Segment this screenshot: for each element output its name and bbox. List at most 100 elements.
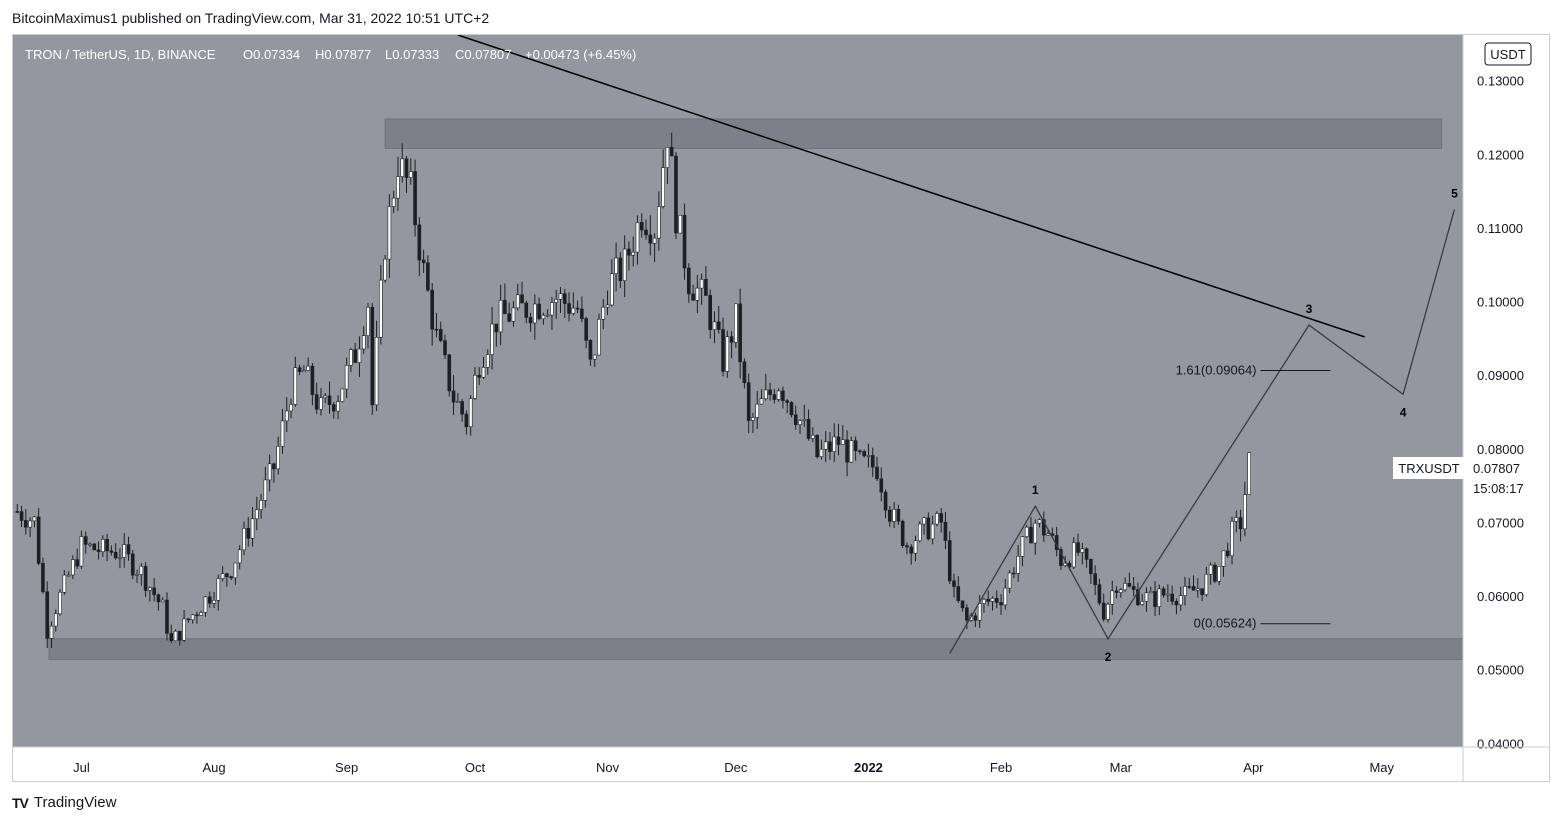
- candle: [511, 301, 516, 327]
- candle-body: [374, 337, 379, 406]
- price-chart[interactable]: 1 2 3 4 5 1.61(0.09064) 0(0.05624) 0.13000 0.1…: [13, 35, 1549, 781]
- candle: [1213, 562, 1217, 583]
- candle-body: [456, 401, 460, 403]
- candle: [195, 611, 199, 624]
- candle-body: [657, 206, 661, 239]
- candle-body: [870, 455, 875, 468]
- candle-body: [896, 508, 901, 522]
- candle: [849, 436, 854, 463]
- candle-body: [272, 463, 276, 470]
- candle-body: [798, 420, 802, 425]
- candle: [507, 302, 511, 323]
- candle-body: [468, 398, 473, 428]
- candle-body: [1127, 583, 1132, 587]
- candle-body: [755, 403, 760, 418]
- candle: [314, 382, 319, 415]
- candle: [644, 219, 648, 240]
- candle-body: [1059, 549, 1063, 566]
- candle: [267, 454, 272, 492]
- candle: [639, 213, 644, 238]
- candle: [999, 593, 1003, 615]
- candle-body: [190, 614, 195, 621]
- candle: [173, 629, 178, 642]
- candle: [1153, 581, 1157, 617]
- candle: [237, 545, 242, 570]
- candle-body: [122, 544, 127, 558]
- candle: [481, 356, 486, 380]
- candle-body: [627, 248, 631, 256]
- price-axis-tick: 0.05000: [1477, 663, 1524, 678]
- candle-body: [806, 419, 811, 439]
- candle-body: [220, 573, 225, 579]
- candle-body: [165, 599, 169, 634]
- candle-body: [858, 450, 862, 453]
- candle: [1136, 582, 1140, 607]
- candle: [242, 521, 246, 555]
- descending-trendline[interactable]: [457, 35, 1365, 338]
- candle-body: [1003, 587, 1008, 606]
- candle: [520, 281, 524, 304]
- candle-body: [259, 500, 263, 510]
- candle-body: [648, 234, 653, 244]
- candle-body: [430, 289, 434, 330]
- candle-body: [421, 259, 426, 264]
- price-tag: TRXUSDT 0.07807 15:08:17: [1393, 457, 1535, 497]
- candle-body: [477, 374, 482, 378]
- time-axis-tick: Sep: [335, 760, 358, 775]
- candle-body: [447, 354, 452, 392]
- candle-body: [361, 335, 366, 350]
- candle-body: [930, 523, 935, 540]
- candle-body: [349, 349, 353, 366]
- price-axis-tick: 0.11000: [1477, 221, 1523, 236]
- candle: [960, 600, 965, 612]
- candle: [1217, 566, 1221, 586]
- candle: [836, 423, 841, 456]
- candle: [434, 312, 439, 338]
- candle: [545, 309, 550, 318]
- chart-panel[interactable]: 1 2 3 4 5 1.61(0.09064) 0(0.05624) 0.13000 0.1…: [12, 34, 1550, 782]
- candle-body: [1153, 591, 1157, 607]
- candle-body: [195, 614, 199, 617]
- candle: [75, 548, 79, 569]
- candle: [225, 572, 229, 587]
- candle-body: [319, 397, 323, 410]
- price-tag-price: 0.07807: [1473, 461, 1520, 476]
- candle: [319, 388, 323, 416]
- candle-body: [152, 587, 156, 596]
- candle-body: [785, 400, 789, 403]
- candle: [631, 236, 636, 267]
- candle: [1003, 578, 1008, 610]
- candle-body: [1166, 593, 1170, 596]
- elliott-wave-path[interactable]: [949, 209, 1456, 654]
- candle-body: [1119, 589, 1123, 593]
- candle: [96, 541, 101, 560]
- candle-body: [15, 511, 20, 513]
- candle: [939, 508, 943, 533]
- candle: [935, 511, 939, 527]
- tradingview-logo[interactable]: TV TradingView: [12, 794, 116, 811]
- candle: [1144, 587, 1149, 612]
- time-axis-tick: Apr: [1243, 760, 1264, 775]
- candle: [789, 401, 794, 418]
- candle-body: [413, 171, 417, 226]
- candle-body: [639, 222, 644, 231]
- candle-body: [1170, 593, 1174, 602]
- candle: [562, 289, 567, 318]
- candle: [272, 462, 276, 483]
- candle-body: [331, 404, 336, 412]
- candle-body: [19, 511, 24, 521]
- candle: [687, 263, 691, 303]
- candle: [1174, 598, 1179, 615]
- candle-body: [618, 257, 623, 281]
- candle: [1071, 537, 1076, 570]
- candle: [815, 434, 819, 459]
- candle: [605, 290, 610, 316]
- currency-badge[interactable]: USDT: [1484, 42, 1532, 66]
- candle-body: [875, 466, 879, 480]
- plot-area[interactable]: [13, 35, 1463, 747]
- candle-body: [53, 613, 58, 627]
- candle-body: [1225, 550, 1230, 556]
- candle: [793, 405, 798, 430]
- candle-body: [939, 513, 943, 523]
- candle-body: [237, 549, 242, 564]
